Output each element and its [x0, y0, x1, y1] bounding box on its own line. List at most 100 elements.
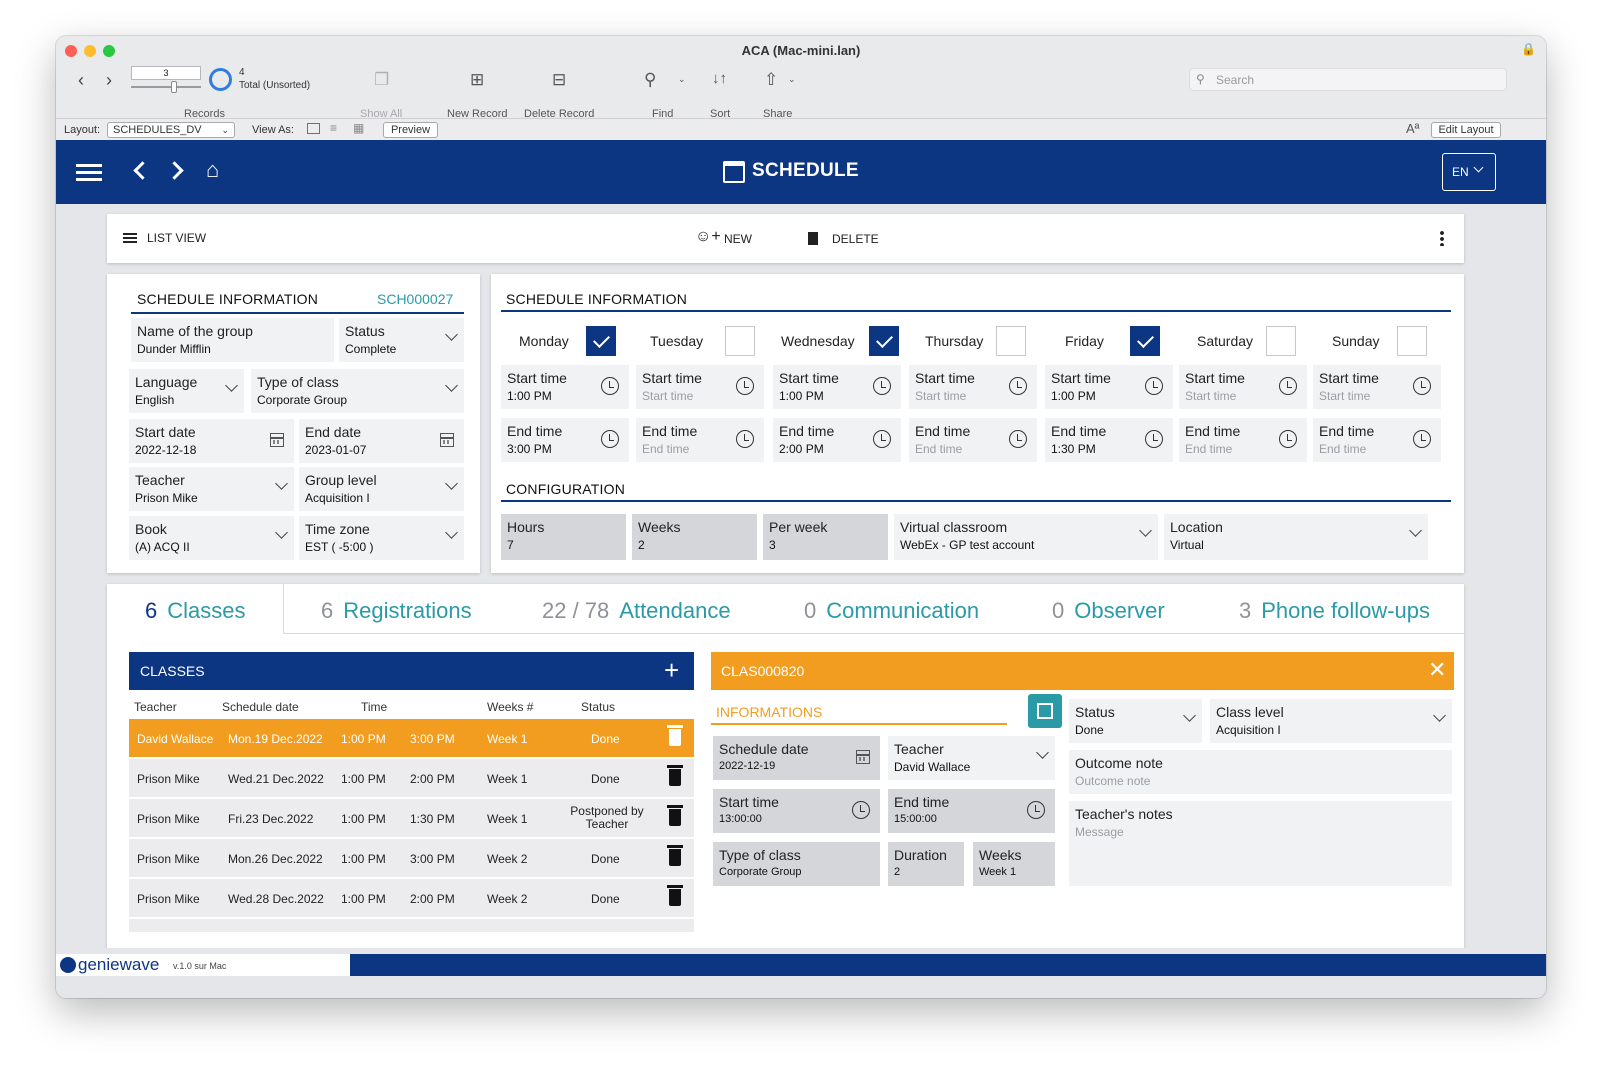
minimize-window-button[interactable]	[84, 45, 96, 57]
text-format-icon[interactable]: Aª	[1406, 121, 1420, 136]
close-window-button[interactable]	[65, 45, 77, 57]
delete-row-icon[interactable]	[667, 805, 683, 826]
timezone-select[interactable]: Time zone EST ( -5:00 )	[299, 516, 464, 560]
delete-button[interactable]: DELETE	[832, 232, 879, 246]
tab-registrations[interactable]: 6 Registrations	[321, 598, 472, 624]
table-view-icon[interactable]: ▦	[353, 121, 365, 135]
hamburger-menu-icon[interactable]	[76, 164, 102, 181]
wednesday-end-time[interactable]: End time 2:00 PM	[773, 418, 901, 462]
clock-icon[interactable]	[736, 377, 754, 395]
clock-icon[interactable]	[1009, 430, 1027, 448]
language-select[interactable]: EN	[1442, 153, 1496, 191]
clock-icon[interactable]	[1027, 801, 1045, 819]
start-date-field[interactable]: Start date 2022-12-18	[129, 419, 294, 463]
record-number-field[interactable]: 3	[131, 66, 201, 80]
thursday-end-time[interactable]: End time End time	[909, 418, 1037, 462]
share-chevron-icon[interactable]: ⌄	[788, 74, 796, 84]
clock-icon[interactable]	[1413, 377, 1431, 395]
group-level-select[interactable]: Group level Acquisition I	[299, 467, 464, 511]
zoom-window-button[interactable]	[103, 45, 115, 57]
language-select[interactable]: Language English	[129, 369, 244, 413]
table-row[interactable]: Prison Mike Mon.26 Dec.2022 1:00 PM 3:00…	[129, 839, 694, 877]
monday-start-time[interactable]: Start time 1:00 PM	[501, 365, 629, 409]
tuesday-checkbox[interactable]	[725, 326, 755, 356]
location-select[interactable]: Location Virtual	[1164, 514, 1428, 560]
end-date-field[interactable]: End date 2023-01-07	[299, 419, 464, 463]
form-view-icon[interactable]	[307, 123, 320, 134]
list-view-button[interactable]: LIST VIEW	[147, 231, 207, 245]
clock-icon[interactable]	[1145, 430, 1163, 448]
table-row-partial[interactable]	[129, 919, 694, 932]
tab-observer[interactable]: 0 Observer	[1052, 598, 1165, 624]
calendar-icon[interactable]	[270, 433, 284, 447]
clock-icon[interactable]	[1279, 430, 1297, 448]
clock-icon[interactable]	[1413, 430, 1431, 448]
delete-record-button[interactable]: Delete Record	[524, 108, 595, 120]
outcome-note-field[interactable]: Outcome note Outcome note	[1069, 750, 1452, 794]
group-name-field[interactable]: Name of the group Dunder Mifflin	[131, 318, 334, 362]
book-select[interactable]: Book (A) ACQ II	[129, 516, 294, 560]
clock-icon[interactable]	[873, 377, 891, 395]
next-record-button[interactable]: ›	[106, 70, 112, 90]
clock-icon[interactable]	[736, 430, 754, 448]
schedule-date-field[interactable]: Schedule date 2022-12-19	[713, 736, 880, 780]
delete-row-icon[interactable]	[667, 845, 683, 866]
clock-icon[interactable]	[873, 430, 891, 448]
convert-icon[interactable]	[1028, 694, 1062, 728]
add-class-icon[interactable]: +	[664, 655, 680, 685]
saturday-end-time[interactable]: End time End time	[1179, 418, 1307, 462]
table-row[interactable]: David Wallace Mon.19 Dec.2022 1:00 PM 3:…	[129, 719, 694, 757]
show-all-button[interactable]: Show All	[360, 108, 403, 120]
clock-icon[interactable]	[852, 801, 870, 819]
record-slider-handle[interactable]	[171, 81, 177, 93]
calendar-icon[interactable]	[856, 750, 870, 764]
tuesday-start-time[interactable]: Start time Start time	[636, 365, 764, 409]
layout-select[interactable]: SCHEDULES_DV ⌄	[107, 122, 235, 138]
class-level-select[interactable]: Class level Acquisition I	[1210, 699, 1452, 743]
status-select[interactable]: Status Complete	[339, 318, 464, 362]
start-time-field[interactable]: Start time 13:00:00	[713, 789, 880, 833]
table-row[interactable]: Prison Mike Wed.28 Dec.2022 1:00 PM 2:00…	[129, 879, 694, 917]
close-icon[interactable]: ✕	[1428, 657, 1447, 682]
sort-button[interactable]: Sort	[710, 108, 731, 120]
tab-phone-followups[interactable]: 3 Phone follow-ups	[1239, 598, 1430, 624]
find-chevron-icon[interactable]: ⌄	[678, 74, 686, 84]
delete-row-icon[interactable]	[667, 885, 683, 906]
forward-arrow-icon[interactable]	[165, 161, 184, 180]
calendar-icon[interactable]	[440, 433, 454, 447]
delete-row-icon[interactable]	[667, 725, 683, 746]
friday-start-time[interactable]: Start time 1:00 PM	[1045, 365, 1173, 409]
home-icon[interactable]: ⌂	[206, 157, 220, 182]
friday-end-time[interactable]: End time 1:30 PM	[1045, 418, 1173, 462]
sunday-checkbox[interactable]	[1397, 326, 1427, 356]
sunday-end-time[interactable]: End time End time	[1313, 418, 1441, 462]
teacher-select[interactable]: Teacher David Wallace	[888, 736, 1055, 780]
clock-icon[interactable]	[601, 377, 619, 395]
friday-checkbox[interactable]	[1130, 326, 1160, 356]
sunday-start-time[interactable]: Start time Start time	[1313, 365, 1441, 409]
tab-communication[interactable]: 0 Communication	[804, 598, 979, 624]
more-options-icon[interactable]	[1440, 230, 1444, 246]
virtual-classroom-select[interactable]: Virtual classroom WebEx - GP test account	[894, 514, 1158, 560]
record-slider[interactable]	[131, 81, 201, 93]
teacher-select[interactable]: Teacher Prison Mike	[129, 467, 294, 511]
previous-record-button[interactable]: ‹	[78, 70, 84, 90]
end-time-field[interactable]: End time 15:00:00	[888, 789, 1055, 833]
monday-checkbox[interactable]	[586, 326, 616, 356]
wednesday-start-time[interactable]: Start time 1:00 PM	[773, 365, 901, 409]
tab-attendance[interactable]: 22 / 78 Attendance	[542, 598, 731, 624]
edit-layout-button[interactable]: Edit Layout	[1431, 122, 1501, 138]
teacher-notes-field[interactable]: Teacher's notes Message	[1069, 801, 1452, 886]
list-view-icon[interactable]: ≡	[330, 121, 338, 135]
back-arrow-icon[interactable]	[133, 161, 152, 180]
wednesday-checkbox[interactable]	[869, 326, 899, 356]
thursday-checkbox[interactable]	[996, 326, 1026, 356]
status-select[interactable]: Status Done	[1069, 699, 1202, 743]
monday-end-time[interactable]: End time 3:00 PM	[501, 418, 629, 462]
preview-button[interactable]: Preview	[383, 122, 438, 138]
delete-row-icon[interactable]	[667, 765, 683, 786]
clock-icon[interactable]	[1009, 377, 1027, 395]
saturday-checkbox[interactable]	[1266, 326, 1296, 356]
share-button[interactable]: Share	[763, 108, 793, 120]
saturday-start-time[interactable]: Start time Start time	[1179, 365, 1307, 409]
